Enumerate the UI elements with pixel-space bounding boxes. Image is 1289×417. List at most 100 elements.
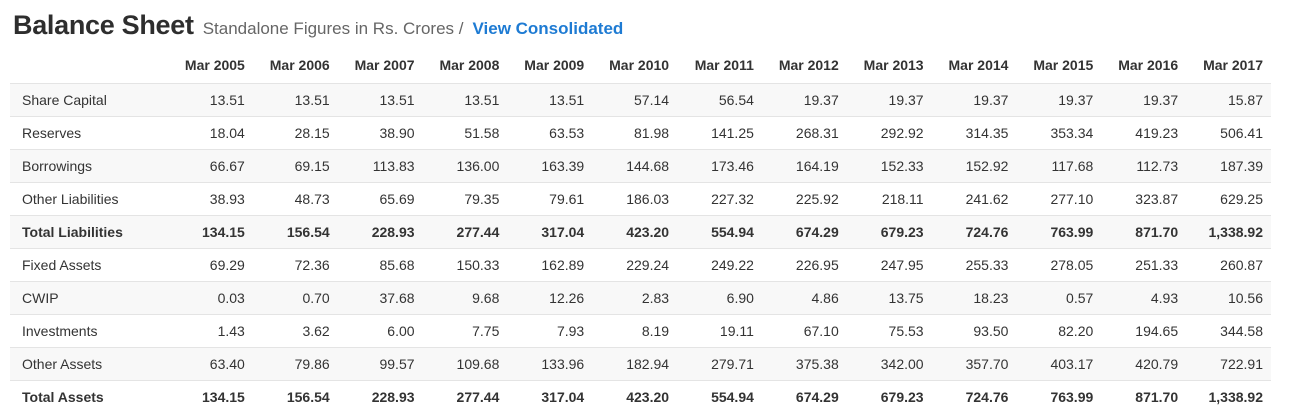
column-header: Mar 2005 [184,57,245,73]
value-cell: 69.15 [294,158,330,174]
value-cell: 247.95 [880,257,924,273]
value-cell: 277.44 [456,389,500,405]
value-cell: 187.39 [1220,158,1263,174]
value-cell: 19.37 [973,92,1009,108]
value-cell: 19.37 [888,92,924,108]
column-header: Mar 2014 [948,57,1009,73]
value-cell: 4.86 [811,290,839,306]
row-label: Other Assets [22,356,103,372]
table-row: CWIP 0.03 0.70 37.68 9.68 12.26 2.83 6.90 4.86 13… [10,281,1271,315]
value-cell: 51.58 [464,125,500,141]
value-cell: 229.24 [626,257,670,273]
table-body: Share Capital 13.51 13.51 13.51 13.51 13.51 57… [10,83,1271,414]
value-cell: 353.34 [1050,125,1094,141]
value-cell: 506.41 [1220,125,1263,141]
value-cell: 93.50 [973,323,1009,339]
value-cell: 13.51 [464,92,500,108]
value-cell: 15.87 [1227,92,1263,108]
table-header: Mar 2005 Mar 2006 Mar 2007 Mar 2008 Mar 2009… [10,53,1271,84]
value-cell: 82.20 [1058,323,1094,339]
value-cell: 13.51 [294,92,330,108]
value-cell: 144.68 [626,158,670,174]
value-cell: 136.00 [456,158,500,174]
balance-sheet-table: Mar 2005 Mar 2006 Mar 2007 Mar 2008 Mar 2009… [10,53,1271,413]
column-header: Mar 2011 [694,57,754,73]
value-cell: 152.33 [880,158,924,174]
value-cell: 403.17 [1050,356,1094,372]
row-label: Other Liabilities [22,191,119,207]
value-cell: 13.75 [888,290,924,306]
column-header: Mar 2007 [354,57,415,73]
value-cell: 260.87 [1220,257,1263,273]
value-cell: 109.68 [456,356,500,372]
value-cell: 423.20 [626,389,670,405]
value-cell: 674.29 [795,224,839,240]
value-cell: 113.83 [372,158,415,174]
value-cell: 79.35 [464,191,500,207]
value-cell: 420.79 [1135,356,1179,372]
page-subtitle: Standalone Figures in Rs. Crores / [202,19,464,38]
value-cell: 314.35 [965,125,1009,141]
row-label: Total Assets [22,389,104,405]
value-cell: 12.26 [549,290,585,306]
value-cell: 13.51 [379,92,415,108]
value-cell: 323.87 [1135,191,1179,207]
value-cell: 69.29 [209,257,245,273]
value-cell: 279.71 [711,356,754,372]
value-cell: 13.51 [209,92,245,108]
table-row: Other Liabilities 38.93 48.73 65.69 79.35 79.… [10,182,1271,216]
row-label: CWIP [22,290,59,306]
value-cell: 134.15 [202,389,245,405]
value-cell: 724.76 [965,389,1009,405]
value-cell: 0.57 [1066,290,1094,306]
table-row: Other Assets 63.40 79.86 99.57 109.68 133.96 1… [10,347,1271,381]
value-cell: 28.15 [294,125,330,141]
value-cell: 57.14 [634,92,670,108]
value-cell: 18.04 [209,125,245,141]
value-cell: 679.23 [880,224,924,240]
column-header: Mar 2012 [778,57,839,73]
value-cell: 163.39 [541,158,585,174]
value-cell: 9.68 [472,290,500,306]
value-cell: 1.43 [217,323,245,339]
value-cell: 156.54 [286,389,330,405]
column-header: Mar 2009 [524,57,585,73]
column-header: Mar 2010 [609,57,670,73]
view-consolidated-link[interactable]: View Consolidated [472,19,624,38]
value-cell: 117.68 [1051,158,1094,174]
value-cell: 629.25 [1220,191,1263,207]
value-cell: 37.68 [379,290,415,306]
table-row: Total Assets 134.15 156.54 228.93 277.44 317.… [10,380,1271,414]
value-cell: 763.99 [1050,389,1094,405]
value-cell: 81.98 [634,125,670,141]
value-cell: 1,338.92 [1208,224,1264,240]
column-header: Mar 2008 [439,57,500,73]
value-cell: 225.92 [795,191,839,207]
table-row: Reserves 18.04 28.15 38.90 51.58 63.53 81.98 14… [10,116,1271,150]
value-cell: 79.61 [549,191,585,207]
value-cell: 763.99 [1050,224,1094,240]
value-cell: 75.53 [888,323,924,339]
table-row: Investments 1.43 3.62 6.00 7.75 7.93 8.19 19.11… [10,314,1271,348]
value-cell: 19.37 [1143,92,1179,108]
value-cell: 419.23 [1135,125,1179,141]
value-cell: 66.67 [209,158,245,174]
value-cell: 226.95 [795,257,839,273]
value-cell: 13.51 [549,92,585,108]
value-cell: 112.73 [1136,158,1179,174]
value-cell: 150.33 [456,257,500,273]
value-cell: 38.90 [379,125,415,141]
value-cell: 255.33 [965,257,1009,273]
value-cell: 679.23 [880,389,924,405]
row-label: Total Liabilities [22,224,123,240]
column-header: Mar 2013 [863,57,924,73]
value-cell: 554.94 [711,389,754,405]
value-cell: 342.00 [880,356,924,372]
table-row: Borrowings 66.67 69.15 113.83 136.00 163.39 14… [10,149,1271,183]
value-cell: 375.38 [795,356,839,372]
value-cell: 7.93 [556,323,585,339]
value-cell: 133.96 [541,356,585,372]
value-cell: 10.56 [1227,290,1263,306]
value-cell: 277.10 [1050,191,1094,207]
value-cell: 227.32 [711,191,754,207]
